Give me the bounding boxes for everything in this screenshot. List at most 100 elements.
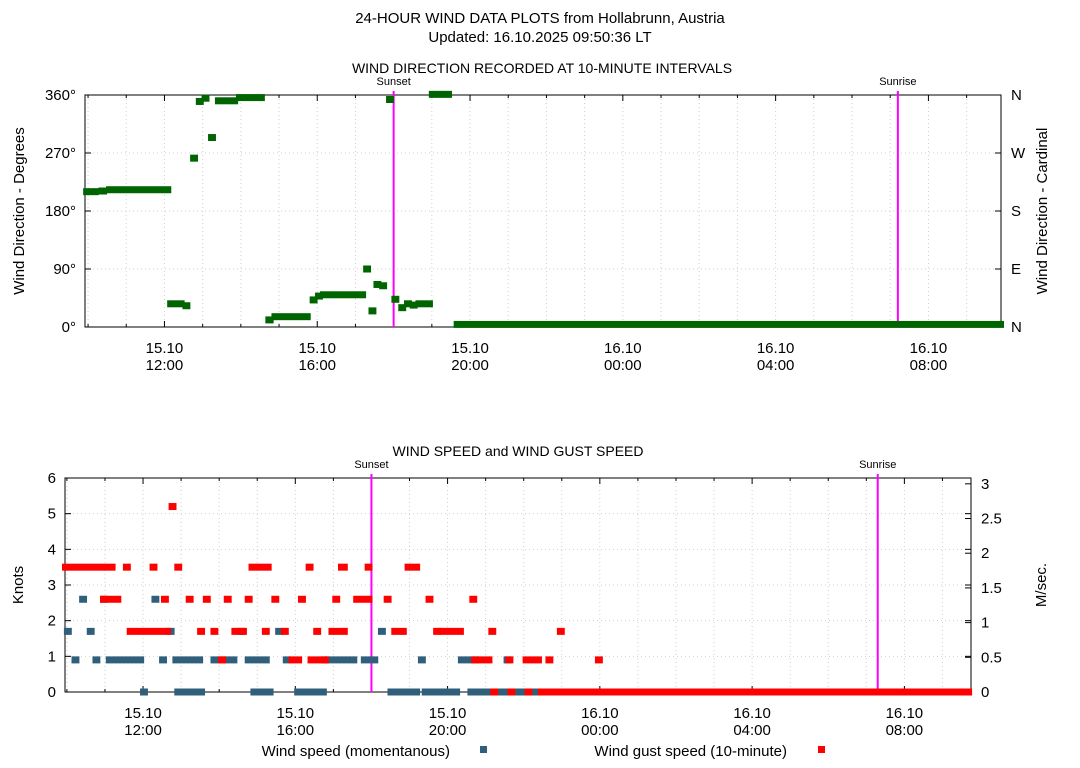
- y2-tick-label: 2.5: [981, 511, 1002, 528]
- marker-label-sunrise: Sunrise: [859, 459, 896, 471]
- y-tick-label: 180°: [45, 203, 76, 220]
- gust-speed-point: [364, 563, 373, 571]
- wind-speed-chart: WIND SPEED and WIND GUST SPEED Knots M/s…: [10, 443, 1050, 739]
- gust-speed-point: [155, 627, 171, 635]
- wind-speed-point: [151, 595, 160, 603]
- gust-speed-point: [244, 595, 253, 603]
- gust-speed-point: [313, 627, 322, 635]
- direction-point: [368, 307, 377, 315]
- updated-timestamp: Updated: 16.10.2025 09:50:36 LT: [428, 29, 652, 46]
- direction-point: [271, 313, 311, 321]
- direction-point: [265, 316, 274, 324]
- direction-point: [453, 320, 1004, 328]
- legend-label-gust-speed: Wind gust speed (10-minute): [594, 743, 787, 760]
- gust-speed-point: [391, 627, 407, 635]
- gust-speed-point: [507, 688, 516, 696]
- x-tick-label-date: 15.10: [451, 340, 489, 357]
- x-tick-label-date: 16.10: [886, 705, 924, 722]
- wind-speed-point: [174, 688, 206, 696]
- wind-speed-point: [250, 688, 274, 696]
- gust-speed-point: [160, 595, 169, 603]
- direction-point: [98, 187, 108, 195]
- wind-speed-point: [318, 688, 327, 696]
- direction-point: [201, 94, 210, 102]
- y2-tick-label: N: [1011, 319, 1022, 336]
- y-tick-label: 4: [48, 541, 56, 558]
- gust-speed-point: [353, 595, 373, 603]
- y-tick-label: 5: [48, 506, 56, 523]
- gust-speed-point: [524, 688, 533, 696]
- direction-point: [428, 90, 453, 98]
- gust-speed-point: [488, 627, 497, 635]
- x-tick-label-date: 16.10: [910, 340, 948, 357]
- y2-tick-label: E: [1011, 261, 1021, 278]
- x-tick-label-time: 08:00: [910, 357, 948, 374]
- gust-speed-point: [288, 656, 303, 664]
- gust-speed-point: [218, 656, 226, 664]
- y2-tick-label: 0: [981, 684, 989, 701]
- y-tick-label: 0: [48, 684, 56, 701]
- direction-point: [195, 97, 204, 105]
- gust-speed-point: [438, 627, 464, 635]
- marker-label-sunset: Sunset: [377, 76, 411, 88]
- marker-label-sunset: Sunset: [354, 459, 388, 471]
- gust-speed-point: [122, 563, 131, 571]
- gust-speed-point: [197, 627, 206, 635]
- wind-speed-point: [421, 688, 461, 696]
- y2-tick-label: 1: [981, 615, 989, 632]
- direction-point: [379, 282, 388, 290]
- x-tick-label-date: 15.10: [298, 340, 336, 357]
- gust-speed-point: [185, 595, 194, 603]
- direction-point: [214, 97, 239, 105]
- wind-speed-point: [377, 627, 386, 635]
- x-tick-label-time: 04:00: [757, 357, 795, 374]
- gust-speed-point: [433, 627, 442, 635]
- gust-speed-point: [202, 595, 211, 603]
- wind-speed-point: [92, 656, 101, 664]
- direction-point: [373, 280, 382, 288]
- x-tick-label-time: 00:00: [604, 357, 642, 374]
- gust-speed-point: [471, 656, 493, 664]
- gust-speed-point: [149, 563, 158, 571]
- y-tick-label: 360°: [45, 87, 76, 104]
- y2-axis-label: Wind Direction - Cardinal: [1034, 128, 1051, 295]
- wind-speed-point: [172, 656, 204, 664]
- wind-speed-point: [63, 627, 72, 635]
- chart-title: WIND SPEED and WIND GUST SPEED: [392, 443, 643, 459]
- y2-tick-label: 1.5: [981, 580, 1002, 597]
- x-tick-label-date: 15.10: [146, 340, 184, 357]
- gust-speed-point: [126, 627, 156, 635]
- y-tick-label: 2: [48, 613, 56, 630]
- direction-point: [106, 186, 172, 194]
- direction-point: [315, 292, 323, 300]
- gust-speed-point: [383, 595, 392, 603]
- direction-point: [409, 301, 418, 309]
- gust-speed-point: [425, 595, 434, 603]
- wind-speed-point: [282, 656, 291, 664]
- y-tick-label: 270°: [45, 145, 76, 162]
- gust-speed-point: [298, 595, 306, 603]
- y2-tick-label: 0.5: [981, 649, 1002, 666]
- direction-point: [363, 265, 372, 273]
- gust-speed-point: [332, 595, 341, 603]
- y2-tick-label: 2: [981, 545, 989, 562]
- x-tick-label-time: 16:00: [277, 722, 315, 739]
- y-tick-label: 90°: [53, 261, 76, 278]
- legend-swatch-wind-speed: [480, 746, 487, 753]
- wind-speed-point: [159, 656, 167, 664]
- wind-speed-point: [140, 688, 148, 696]
- y-axis-label: Knots: [10, 566, 27, 604]
- x-tick-label-time: 12:00: [124, 722, 162, 739]
- wind-speed-point: [417, 656, 426, 664]
- gust-speed-point: [537, 688, 973, 696]
- wind-speed-point: [71, 656, 80, 664]
- gust-speed-point: [522, 656, 542, 664]
- gust-speed-point: [307, 656, 327, 664]
- gust-speed-point: [556, 627, 565, 635]
- direction-point: [208, 134, 216, 142]
- gust-speed-point: [490, 688, 499, 696]
- wind-speed-point: [457, 656, 480, 664]
- y2-axis-label: M/sec.: [1033, 563, 1050, 607]
- direction-point: [83, 188, 99, 196]
